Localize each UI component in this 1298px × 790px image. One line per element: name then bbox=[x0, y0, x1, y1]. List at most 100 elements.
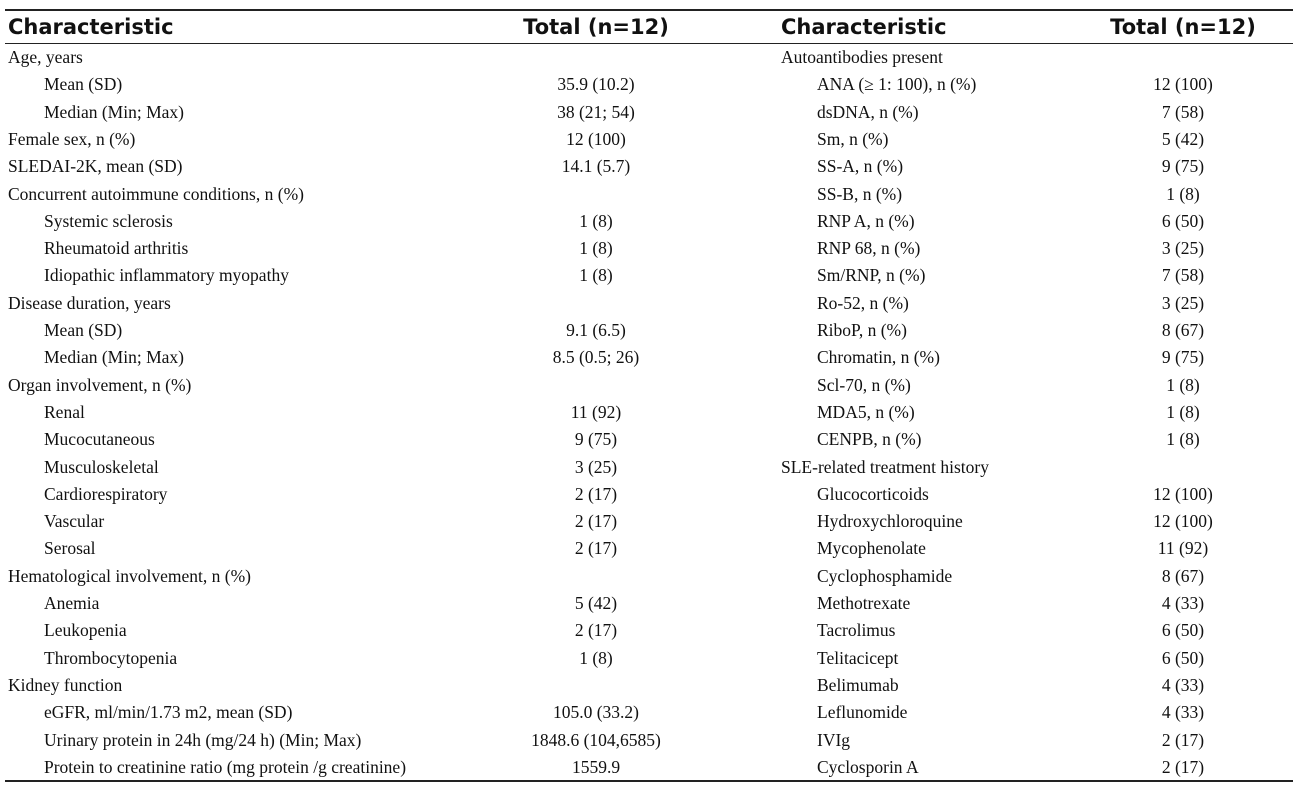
row-value: 4 (33) bbox=[1161, 674, 1205, 695]
row-sublabel: Mycophenolate bbox=[817, 538, 926, 559]
row-value: 11 (92) bbox=[1157, 538, 1209, 559]
header-total: Total (n=12) bbox=[523, 15, 669, 39]
row-value: 38 (21; 54) bbox=[557, 101, 635, 122]
header-characteristic: Characteristic bbox=[8, 15, 174, 39]
row-value: 8.5 (0.5; 26) bbox=[552, 347, 640, 368]
row-label: Disease duration, years bbox=[8, 292, 171, 313]
row-sublabel: RiboP, n (%) bbox=[817, 320, 907, 340]
row-sublabel: Vascular bbox=[44, 511, 105, 532]
row-sublabel: Glucocorticoids bbox=[817, 483, 929, 504]
row-sublabel: Mucocutaneous bbox=[44, 429, 155, 450]
row-label: Hematological involvement, n (%) bbox=[8, 565, 251, 586]
header-total: Total (n=12) bbox=[1110, 15, 1256, 39]
row-value: 2 (17) bbox=[574, 483, 618, 504]
row-value: 105.0 (33.2) bbox=[552, 702, 640, 723]
row-value: 12 (100) bbox=[1153, 74, 1213, 95]
row-sublabel: Protein to creatinine ratio (mg protein … bbox=[44, 756, 407, 777]
row-sublabel: IVIg bbox=[817, 729, 851, 750]
row-sublabel: CENPB, n (%) bbox=[817, 429, 922, 450]
row-sublabel: Serosal bbox=[44, 538, 96, 559]
row-value: 1 (8) bbox=[1166, 183, 1200, 204]
row-value: 2 (17) bbox=[574, 511, 618, 532]
row-value: 6 (50) bbox=[1161, 210, 1205, 231]
row-value: 4 (33) bbox=[1161, 702, 1205, 723]
row-sublabel: RNP A, n (%) bbox=[817, 210, 915, 231]
row-sublabel: Ro-52, n (%) bbox=[817, 292, 909, 313]
row-value: 12 (100) bbox=[1153, 511, 1213, 532]
row-value: 1 (8) bbox=[1166, 374, 1200, 395]
row-value: 3 (25) bbox=[574, 456, 618, 477]
row-sublabel: Idiopathic inflammatory myopathy bbox=[44, 265, 289, 286]
row-sublabel: Sm, n (%) bbox=[817, 128, 889, 149]
row-value: 1559.9 bbox=[571, 756, 621, 777]
row-value: 1 (8) bbox=[579, 647, 613, 668]
row-label: Age, years bbox=[8, 47, 83, 67]
row-sublabel: SS-A, n (%) bbox=[817, 156, 904, 177]
row-sublabel: MDA5, n (%) bbox=[817, 401, 915, 422]
row-sublabel: Mean (SD) bbox=[44, 320, 123, 340]
row-sublabel: Methotrexate bbox=[817, 593, 911, 613]
row-value: 5 (42) bbox=[574, 593, 618, 613]
row-value: 9 (75) bbox=[1161, 347, 1205, 368]
row-sublabel: Mean (SD) bbox=[44, 74, 123, 95]
row-value: 2 (17) bbox=[574, 538, 618, 559]
row-value: 7 (58) bbox=[1161, 101, 1205, 122]
bottom-rule bbox=[5, 780, 1293, 782]
row-label: Concurrent autoimmune conditions, n (%) bbox=[8, 183, 304, 204]
row-sublabel: Leflunomide bbox=[817, 702, 908, 723]
row-value: 6 (50) bbox=[1161, 620, 1205, 641]
row-sublabel: ANA (≥ 1: 100), n (%) bbox=[817, 74, 977, 95]
row-sublabel: Tacrolimus bbox=[817, 620, 896, 641]
row-sublabel: Sm/RNP, n (%) bbox=[817, 265, 926, 286]
row-value: 3 (25) bbox=[1161, 292, 1205, 313]
row-value: 11 (92) bbox=[570, 401, 622, 422]
row-value: 2 (17) bbox=[1161, 729, 1205, 750]
row-sublabel: dsDNA, n (%) bbox=[817, 101, 919, 122]
row-value: 1 (8) bbox=[1166, 401, 1200, 422]
row-value: 4 (33) bbox=[1161, 593, 1205, 613]
row-value: 9 (75) bbox=[1161, 156, 1205, 177]
row-sublabel: Belimumab bbox=[817, 674, 899, 695]
row-sublabel: Thrombocytopenia bbox=[44, 647, 178, 668]
row-label: Organ involvement, n (%) bbox=[8, 374, 192, 395]
row-value: 35.9 (10.2) bbox=[557, 74, 635, 95]
row-sublabel: Rheumatoid arthritis bbox=[44, 238, 189, 259]
row-sublabel: RNP 68, n (%) bbox=[817, 238, 921, 259]
row-value: 2 (17) bbox=[1161, 756, 1205, 777]
row-value: 6 (50) bbox=[1161, 647, 1205, 668]
row-sublabel: Urinary protein in 24h (mg/24 h) (Min; M… bbox=[44, 729, 362, 750]
row-sublabel: Anemia bbox=[44, 593, 100, 613]
row-label: Autoantibodies present bbox=[781, 47, 943, 67]
row-sublabel: Scl-70, n (%) bbox=[817, 374, 911, 395]
row-value: 12 (100) bbox=[566, 128, 626, 149]
row-sublabel: Cyclophosphamide bbox=[817, 565, 953, 586]
row-value: 8 (67) bbox=[1161, 565, 1205, 586]
row-sublabel: Chromatin, n (%) bbox=[817, 347, 940, 368]
top-rule bbox=[5, 9, 1293, 11]
row-sublabel: Hydroxychloroquine bbox=[817, 511, 963, 532]
row-value: 1 (8) bbox=[579, 238, 613, 259]
row-value: 2 (17) bbox=[574, 620, 618, 641]
row-label: SLE-related treatment history bbox=[781, 456, 989, 477]
header-characteristic: Characteristic bbox=[781, 15, 947, 39]
row-sublabel: Cyclosporin A bbox=[817, 756, 919, 777]
row-sublabel: eGFR, ml/min/1.73 m2, mean (SD) bbox=[44, 702, 293, 723]
row-sublabel: Leukopenia bbox=[44, 620, 127, 641]
row-value: 7 (58) bbox=[1161, 265, 1205, 286]
row-value: 1 (8) bbox=[579, 210, 613, 231]
row-sublabel: Median (Min; Max) bbox=[44, 101, 184, 122]
row-value: 5 (42) bbox=[1161, 128, 1205, 149]
row-sublabel: Musculoskeletal bbox=[44, 456, 159, 477]
row-label: Female sex, n (%) bbox=[8, 128, 136, 149]
row-sublabel: Median (Min; Max) bbox=[44, 347, 184, 368]
header-rule bbox=[5, 43, 1293, 44]
row-value: 14.1 (5.7) bbox=[561, 156, 631, 177]
row-value: 1848.6 (104,6585) bbox=[531, 729, 661, 750]
row-value: 9 (75) bbox=[574, 429, 618, 450]
row-sublabel: Renal bbox=[44, 401, 85, 422]
row-label: SLEDAI-2K, mean (SD) bbox=[8, 156, 183, 177]
row-label: Kidney function bbox=[8, 674, 123, 695]
row-sublabel: Cardiorespiratory bbox=[44, 483, 168, 504]
row-value: 8 (67) bbox=[1161, 320, 1205, 340]
